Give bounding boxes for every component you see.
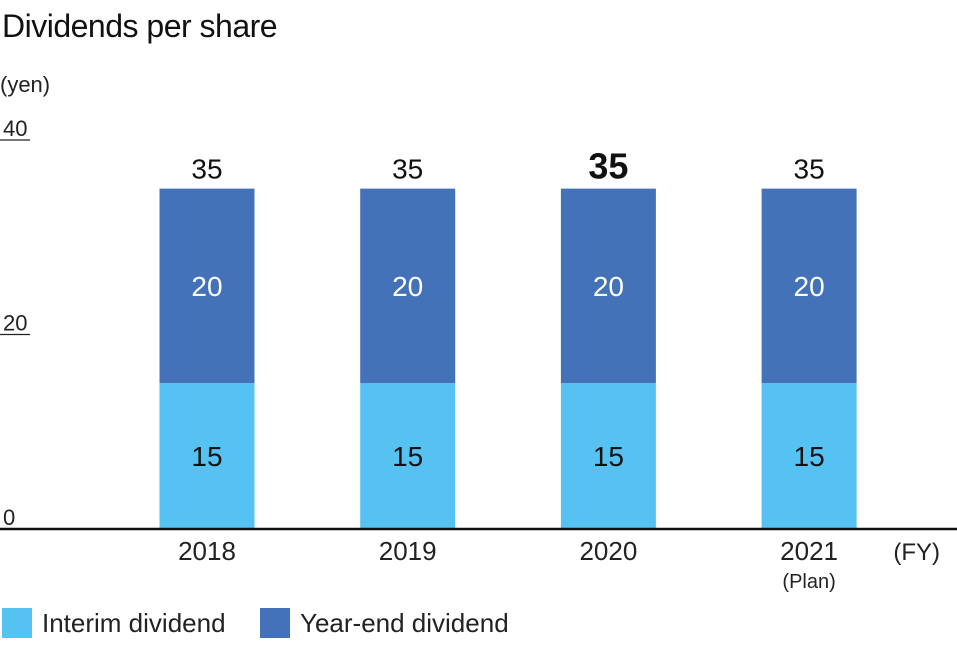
segment-value-label: 15 xyxy=(191,441,222,472)
bar-segment-year-end xyxy=(560,188,656,384)
dividend-chart: (yen) 0 20 40 15 20 35 15 20 35 15 20 35 15 20 35 2018… xyxy=(0,72,957,593)
segment-value-label: 20 xyxy=(191,271,222,302)
segment-value-label: 15 xyxy=(593,441,624,472)
total-value-label: 35 xyxy=(191,154,222,185)
bar-segment-interim xyxy=(560,383,656,529)
x-tick-label: 2019 xyxy=(379,536,437,566)
segment-value-label: 20 xyxy=(392,271,423,302)
segment-value-label: 20 xyxy=(593,271,624,302)
bar-segment-year-end xyxy=(761,188,857,384)
chart-title: Dividends per share xyxy=(2,8,278,44)
legend-swatch-interim xyxy=(2,608,32,638)
data-labels: 15 20 35 15 20 35 15 20 35 15 20 35 xyxy=(191,146,824,472)
legend-item-year-end: Year-end dividend xyxy=(260,606,509,640)
bar-segment-year-end xyxy=(360,188,456,384)
bar-segment-interim xyxy=(761,383,857,529)
x-tick-label: 2018 xyxy=(178,536,236,566)
bar-segment-interim xyxy=(159,383,255,529)
bar-segment-interim xyxy=(360,383,456,529)
x-tick-sublabel: (Plan) xyxy=(782,571,835,593)
total-value-label: 35 xyxy=(392,154,423,185)
legend-label-interim: Interim dividend xyxy=(42,607,226,638)
legend-item-interim: Interim dividend xyxy=(2,606,226,640)
segment-value-label: 15 xyxy=(392,441,423,472)
x-tick-label: 2021 xyxy=(780,536,838,566)
y-tick-label: 40 xyxy=(3,116,27,141)
y-tick-label: 0 xyxy=(3,505,15,530)
segment-value-label: 20 xyxy=(794,271,825,302)
y-axis-unit-label: (yen) xyxy=(0,72,50,97)
bar-segment-year-end xyxy=(159,188,255,384)
y-tick-label: 20 xyxy=(3,311,27,336)
total-value-label: 35 xyxy=(588,146,628,187)
bars xyxy=(159,188,857,529)
total-value-label: 35 xyxy=(794,154,825,185)
segment-value-label: 15 xyxy=(794,441,825,472)
x-tick-label: 2020 xyxy=(579,536,637,566)
legend-label-year-end: Year-end dividend xyxy=(300,607,509,638)
x-axis-unit-label: (FY) xyxy=(893,539,940,566)
legend-swatch-year-end xyxy=(260,608,290,638)
y-axis: (yen) 0 20 40 xyxy=(0,72,50,530)
x-axis: 2018 2019 2020 2021 (Plan) (FY) xyxy=(0,527,957,593)
